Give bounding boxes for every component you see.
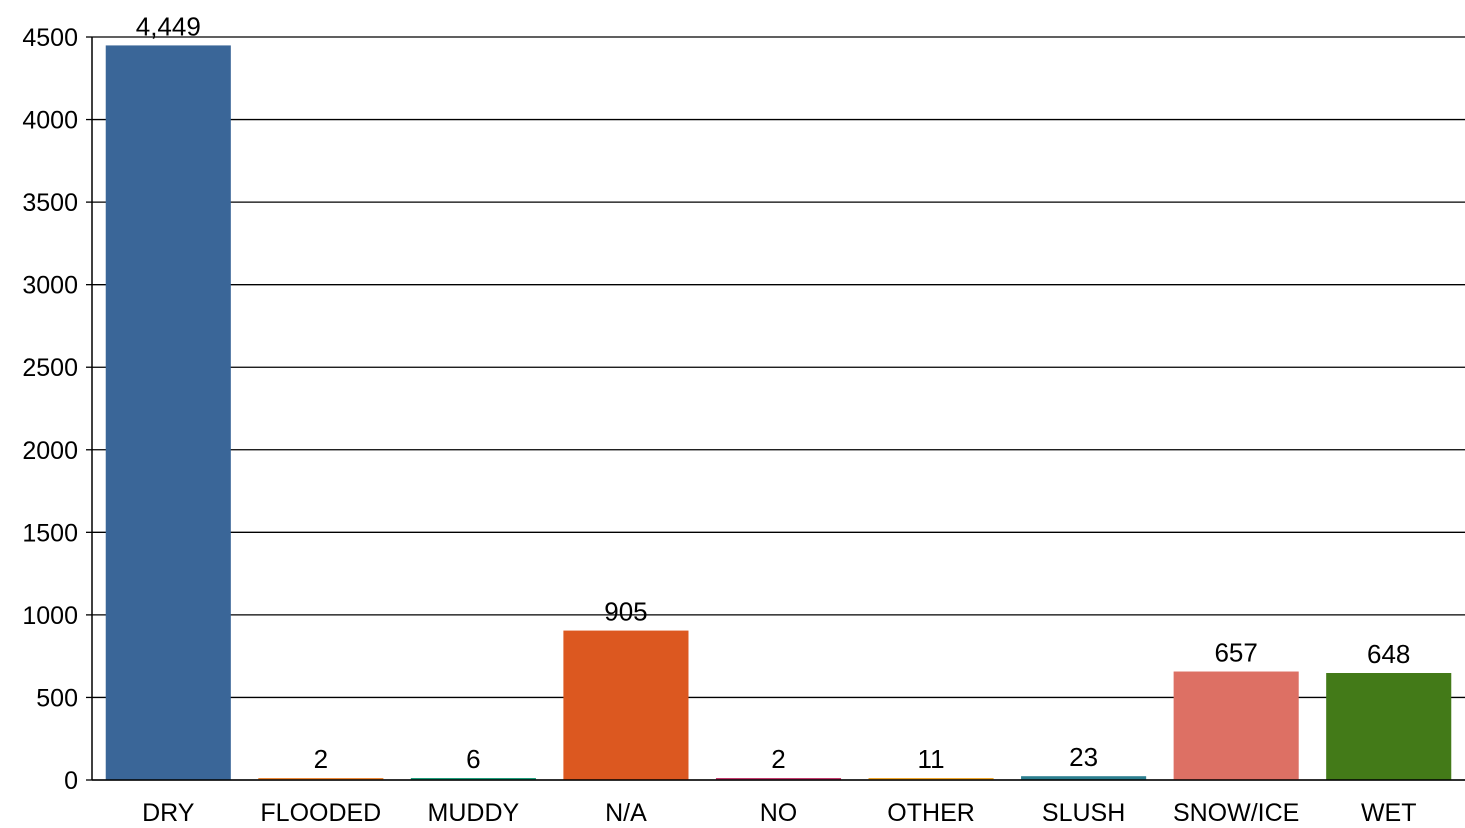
bar-dry [105, 45, 231, 781]
axes: 0 500 1000 1500 2000 2500 3000 3500 4000 4500 DRY F… [22, 24, 1465, 827]
data-label: 6 [466, 744, 480, 774]
data-label: 11 [918, 744, 945, 774]
y-tick-label: 2000 [22, 437, 78, 465]
data-label: 657 [1214, 638, 1257, 668]
y-tick-label: 4500 [22, 24, 78, 52]
x-tick-label: OTHER [887, 799, 975, 827]
y-tick-label: 1000 [22, 602, 78, 630]
bar-muddy [410, 778, 536, 780]
x-tick-label: N/A [605, 799, 647, 827]
y-tick-label: 0 [64, 767, 78, 795]
bar-slush [1021, 776, 1147, 780]
y-tick-label: 1500 [22, 519, 78, 547]
bar-wet [1326, 673, 1452, 780]
x-tick-label: FLOODED [260, 799, 381, 827]
data-label: 905 [604, 597, 647, 627]
data-label: 2 [771, 744, 785, 774]
y-tick-label: 4000 [22, 107, 78, 135]
bar-other [868, 778, 994, 780]
gridlines [92, 36, 1465, 781]
bar-n-a [563, 630, 689, 780]
y-tick-label: 3000 [22, 272, 78, 300]
x-tick-label: WET [1361, 799, 1417, 827]
data-label: 4,449 [136, 11, 201, 41]
bar-no [715, 778, 842, 780]
y-tick-label: 3500 [22, 189, 78, 217]
y-tick-label: 500 [36, 684, 78, 712]
data-label: 648 [1367, 639, 1410, 669]
data-label: 2 [314, 744, 328, 774]
x-tick-label: NO [760, 799, 798, 827]
bar-snow-ice [1173, 671, 1299, 780]
bars: 4,449 2 6 905 2 11 23 657 648 [105, 11, 1452, 781]
x-tick-label: MUDDY [428, 799, 520, 827]
y-tick-label: 2500 [22, 354, 78, 382]
x-tick-label: SNOW/ICE [1173, 799, 1299, 827]
x-tick-label: DRY [142, 799, 195, 827]
bar-flooded [258, 778, 384, 780]
x-tick-label: SLUSH [1042, 799, 1125, 827]
data-label: 23 [1069, 742, 1098, 772]
